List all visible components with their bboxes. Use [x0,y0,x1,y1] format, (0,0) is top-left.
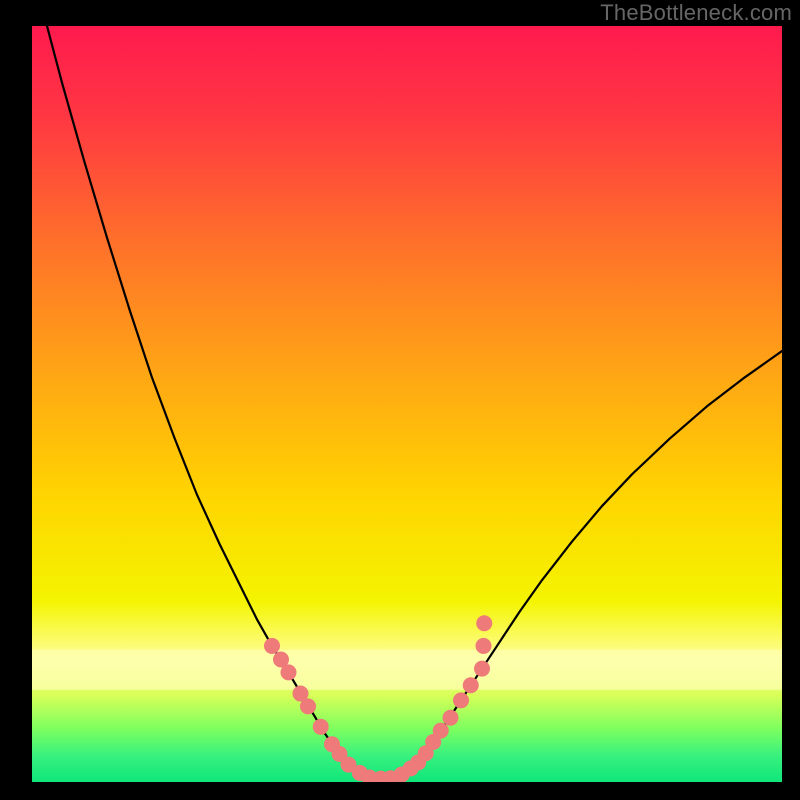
data-marker [463,678,478,693]
data-marker [475,661,490,676]
chart-svg [32,26,782,782]
data-marker [443,710,458,725]
data-marker [265,638,280,653]
data-marker [454,693,469,708]
data-marker [301,699,316,714]
plot-area [32,26,782,782]
chart-canvas: TheBottleneck.com [0,0,800,800]
data-marker [313,719,328,734]
data-marker [477,616,492,631]
watermark-text: TheBottleneck.com [600,0,792,26]
accent-band [32,650,782,690]
data-marker [476,638,491,653]
data-marker [433,723,448,738]
data-marker [281,665,296,680]
